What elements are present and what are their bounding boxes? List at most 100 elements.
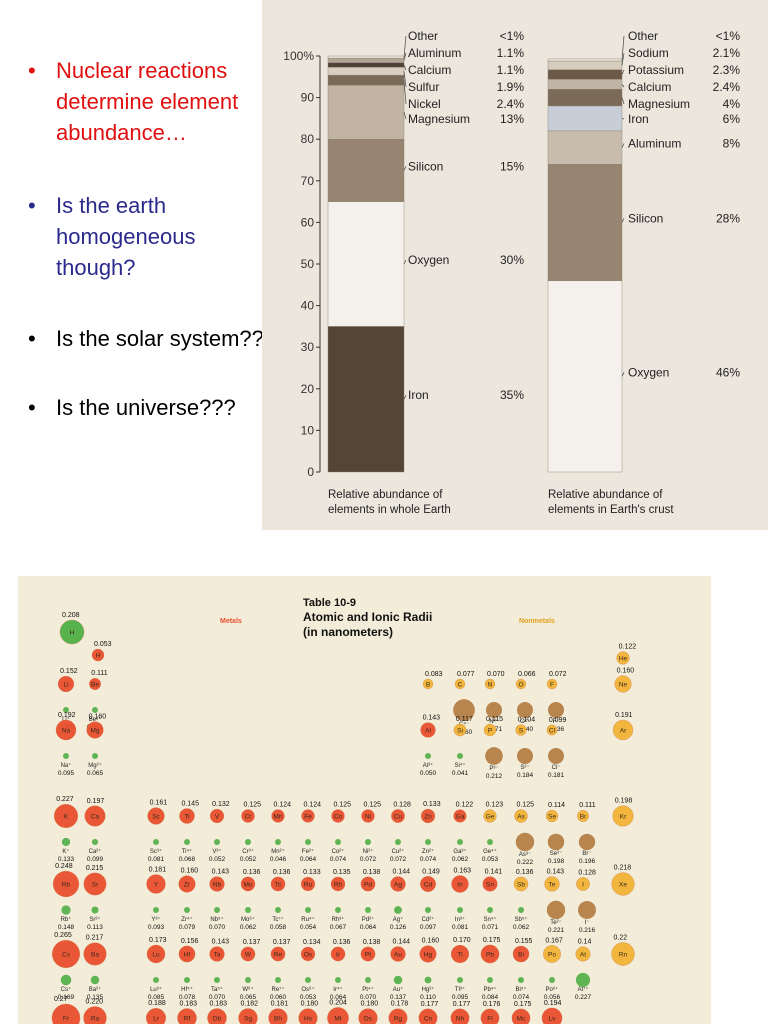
leader-line xyxy=(621,218,625,223)
atom-radius-label: 0.265 xyxy=(54,932,72,939)
ion-circle xyxy=(487,977,493,983)
ion-symbol: Nb⁵⁺ xyxy=(210,916,223,923)
bar-segment-sodium xyxy=(547,60,623,70)
atom-circle-pb xyxy=(480,944,500,964)
atom-symbol: N xyxy=(488,682,493,689)
bar-segment-nickel xyxy=(327,74,405,86)
atom-circle-h xyxy=(91,648,105,662)
leader-line xyxy=(403,259,407,265)
ion-symbol: Be²⁺ xyxy=(89,716,102,723)
segment-name-label: Potassium xyxy=(628,63,684,77)
ion-symbol: Cl⁻ xyxy=(552,765,561,771)
atom-radius-label: 0.220 xyxy=(86,999,104,1006)
leader-line xyxy=(403,80,407,105)
bullet-item: • Nuclear reactions determine element abu… xyxy=(28,55,273,148)
atom-symbol: P xyxy=(488,728,492,735)
ion-radius-label: 0.227 xyxy=(575,994,592,1001)
y-tick-label: 10 xyxy=(301,423,315,437)
atom-radius-label: 0.132 xyxy=(212,801,230,808)
segment-name-label: Sulfur xyxy=(408,80,439,94)
ion-radius-label: 0.169 xyxy=(58,994,75,1001)
atom-radius-label: 0.111 xyxy=(579,802,596,809)
atom-radius-label: 0.155 xyxy=(515,938,533,945)
ion-radius-label: 0.070 xyxy=(360,994,377,1001)
atom-circle-as xyxy=(514,809,528,823)
atom-symbol: Mc xyxy=(517,1016,526,1023)
atom-circle-te xyxy=(544,876,560,892)
atom-symbol: H xyxy=(70,630,75,637)
ion-radius-label: 0.062 xyxy=(513,924,530,931)
atom-symbol: Hs xyxy=(304,1016,313,1023)
atom-circle-ds xyxy=(358,1008,378,1024)
ion-symbol: As³⁻ xyxy=(519,852,531,858)
bullet-item: • Is the solar system?? xyxy=(28,323,273,354)
abundance-figure: 0 10 20 30 40 50 60 70 80 90 100% Iron 35% Oxygen 30% S… xyxy=(262,0,768,530)
ion-circle xyxy=(517,748,533,764)
atom-symbol: Te xyxy=(549,882,556,889)
atom-radius-label: 0.182 xyxy=(241,1001,259,1008)
ion-circle xyxy=(546,900,566,920)
ion-circle xyxy=(184,839,190,845)
atom-radius-label: 0.111 xyxy=(91,670,108,677)
ion-radius-label: 0.074 xyxy=(420,856,437,863)
atom-symbol: Tc xyxy=(275,882,282,889)
atom-symbol: Ti xyxy=(184,814,189,821)
atom-circle-cu xyxy=(391,809,405,823)
ion-circle xyxy=(91,906,99,914)
atom-radius-label: 0.192 xyxy=(58,712,76,719)
atom-radius-label: 0.22 xyxy=(614,935,628,942)
y-tick-label: 0 xyxy=(307,465,314,479)
leader-line xyxy=(403,166,407,171)
atom-symbol: Cl xyxy=(549,728,556,735)
ion-circle xyxy=(394,906,402,914)
atom-circle-ta xyxy=(209,946,225,962)
atom-circle-pd xyxy=(360,876,376,892)
ion-symbol: Zn²⁺ xyxy=(422,848,434,855)
atom-symbol: Ni xyxy=(365,814,371,821)
ion-circle xyxy=(153,839,159,845)
y-tick-label: 80 xyxy=(301,132,315,146)
atom-symbol: Kr xyxy=(620,814,627,821)
ion-radius-label: 0.198 xyxy=(548,858,565,865)
atom-radius-label: 0.125 xyxy=(334,802,352,809)
chart-caption: Relative abundance of xyxy=(548,489,663,501)
ion-radius-label: 0.056 xyxy=(544,994,561,1001)
ion-radius-label: 0.095 xyxy=(58,770,75,777)
segment-value-label: 6% xyxy=(723,112,741,126)
atom-symbol: Mn xyxy=(273,814,282,821)
atom-radius-label: 0.183 xyxy=(179,1000,197,1007)
ion-radius-label: 0.041 xyxy=(452,770,469,777)
segment-name-label: Magnesium xyxy=(408,112,470,126)
atom-radius-label: 0.161 xyxy=(150,800,168,807)
atom-circle-k xyxy=(54,804,78,828)
ion-circle xyxy=(214,977,220,983)
atom-radius-label: 0.194 xyxy=(544,1000,562,1007)
y-tick-label: 70 xyxy=(301,174,315,188)
ion-circle xyxy=(153,907,159,913)
atom-circle-db xyxy=(207,1008,227,1024)
atom-symbol: In xyxy=(457,882,463,889)
atom-circle-ni xyxy=(361,809,375,823)
ion-symbol: Co²⁺ xyxy=(332,848,345,855)
atom-circle-rf xyxy=(177,1008,197,1024)
atom-circle-c xyxy=(454,678,466,690)
atom-circle-ge xyxy=(483,809,497,823)
atom-circle-f xyxy=(546,678,558,690)
atom-radius-label: 0.27 xyxy=(54,996,68,1003)
ion-symbol: Lu³⁺ xyxy=(150,986,162,993)
table-subtitle: Atomic and Ionic Radii xyxy=(303,610,432,624)
ion-symbol: V³⁺ xyxy=(212,848,221,855)
atom-symbol: Ba xyxy=(91,952,99,959)
atom-radius-label: 0.144 xyxy=(393,939,411,946)
atom-symbol: Pb xyxy=(486,952,494,959)
segment-value-label: 1.1% xyxy=(497,63,525,77)
table-title: Table 10-9 xyxy=(303,597,356,609)
atom-symbol: Sg xyxy=(244,1016,252,1023)
ion-circle xyxy=(153,977,159,983)
atom-radius-label: 0.197 xyxy=(87,798,105,805)
ion-symbol: Si⁴⁺ xyxy=(454,762,465,769)
atom-circle-na xyxy=(55,719,77,741)
ion-radius-label: 0.126 xyxy=(390,924,407,931)
atom-circle-cs xyxy=(52,940,80,968)
ion-circle xyxy=(92,753,98,759)
